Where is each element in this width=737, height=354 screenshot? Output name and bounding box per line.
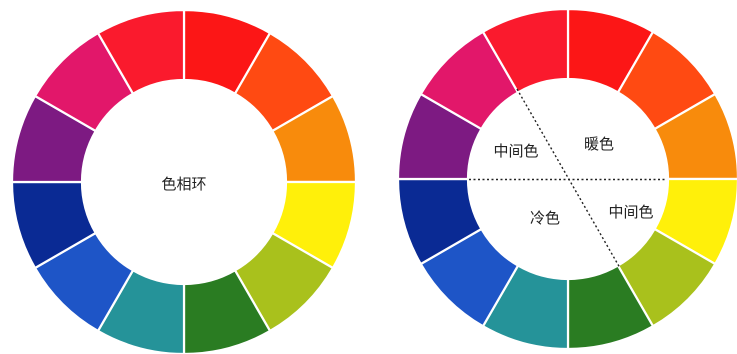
diagonal-divider (516, 88, 621, 269)
left-wheel-segment-12 (96, 8, 186, 96)
cool-color-label: 冷色 (530, 209, 560, 227)
neutral-color-label-bottom: 中间色 (608, 203, 653, 221)
temperature-wheel-right (396, 7, 737, 351)
left-wheel-segment-6 (182, 268, 272, 354)
hue-wheel-left (10, 8, 358, 354)
hue-wheel-label: 色相环 (161, 175, 206, 193)
right-wheel-segment-12 (481, 7, 570, 94)
warm-color-label: 暖色 (584, 135, 614, 153)
right-wheel-segment-3 (653, 92, 737, 181)
neutral-color-label-top: 中间色 (493, 142, 538, 160)
